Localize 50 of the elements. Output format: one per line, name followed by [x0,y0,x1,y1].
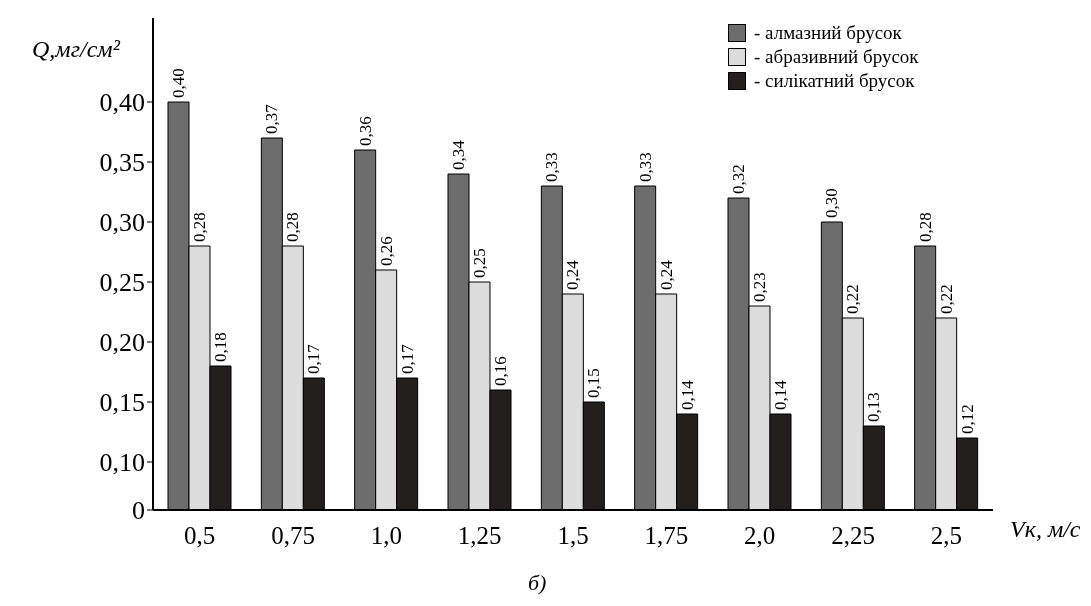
y-axis-title: Q,мг/см² [32,36,120,63]
data-label: 0,37 [262,103,282,134]
data-label: 0,30 [822,188,842,218]
data-label: 0,33 [542,152,562,182]
data-label: 0,12 [957,404,977,434]
x-tick-label: 0,5 [184,521,216,549]
data-label: 0,25 [470,248,489,278]
data-label: 0,22 [843,284,863,314]
data-label: 0,22 [936,284,956,314]
y-tick-label: 0 [132,496,145,526]
x-tick-label: 0,75 [271,521,315,549]
legend-label: - силікатний брусок [754,70,915,92]
data-label: 0,13 [864,392,884,422]
y-tick-label: 0,35 [99,148,145,178]
data-label: 0,28 [283,212,303,242]
data-label: 0,33 [635,152,655,182]
y-tick-label: 0,40 [99,88,145,118]
x-tick-label: 2,0 [744,521,776,549]
y-tick-label: 0,15 [99,388,145,418]
data-label: 0,23 [750,272,769,302]
data-label: 0,15 [584,368,604,398]
data-label: 0,28 [915,212,935,242]
y-tick-label: 0,20 [99,328,145,358]
data-label: 0,32 [729,164,748,194]
x-tick-label: 1,75 [644,521,689,549]
x-tick-label: 1,25 [457,521,502,549]
data-label: 0,28 [190,212,209,242]
text: б) [528,570,547,596]
legend-label: - абразивний брусок [754,46,919,68]
data-label: 0,24 [656,259,676,290]
data-label: 0,16 [491,356,510,386]
x-tick-label: 2,25 [831,521,875,549]
data-label: 0,17 [304,343,324,374]
data-label: 0,26 [376,236,396,266]
data-label: 0,36 [355,116,375,146]
x-tick-label: 1,5 [557,521,589,549]
data-label: 0,34 [449,139,468,170]
y-tick-label: 0,10 [99,448,145,478]
y-tick-label: 0,30 [99,208,145,238]
data-label: 0,14 [771,379,790,410]
data-label: 0,17 [397,343,417,374]
legend-label: - алмазний брусок [754,22,902,44]
y-tick-label: 0,25 [99,268,145,298]
x-tick-label: 2,5 [930,521,962,549]
data-label: 0,40 [169,68,188,98]
x-axis-title: Vк, м/с [1010,516,1081,543]
x-tick-label: 1,0 [370,521,402,549]
data-label: 0,18 [211,332,230,362]
data-label: 0,14 [677,379,697,410]
data-label: 0,24 [563,259,583,290]
